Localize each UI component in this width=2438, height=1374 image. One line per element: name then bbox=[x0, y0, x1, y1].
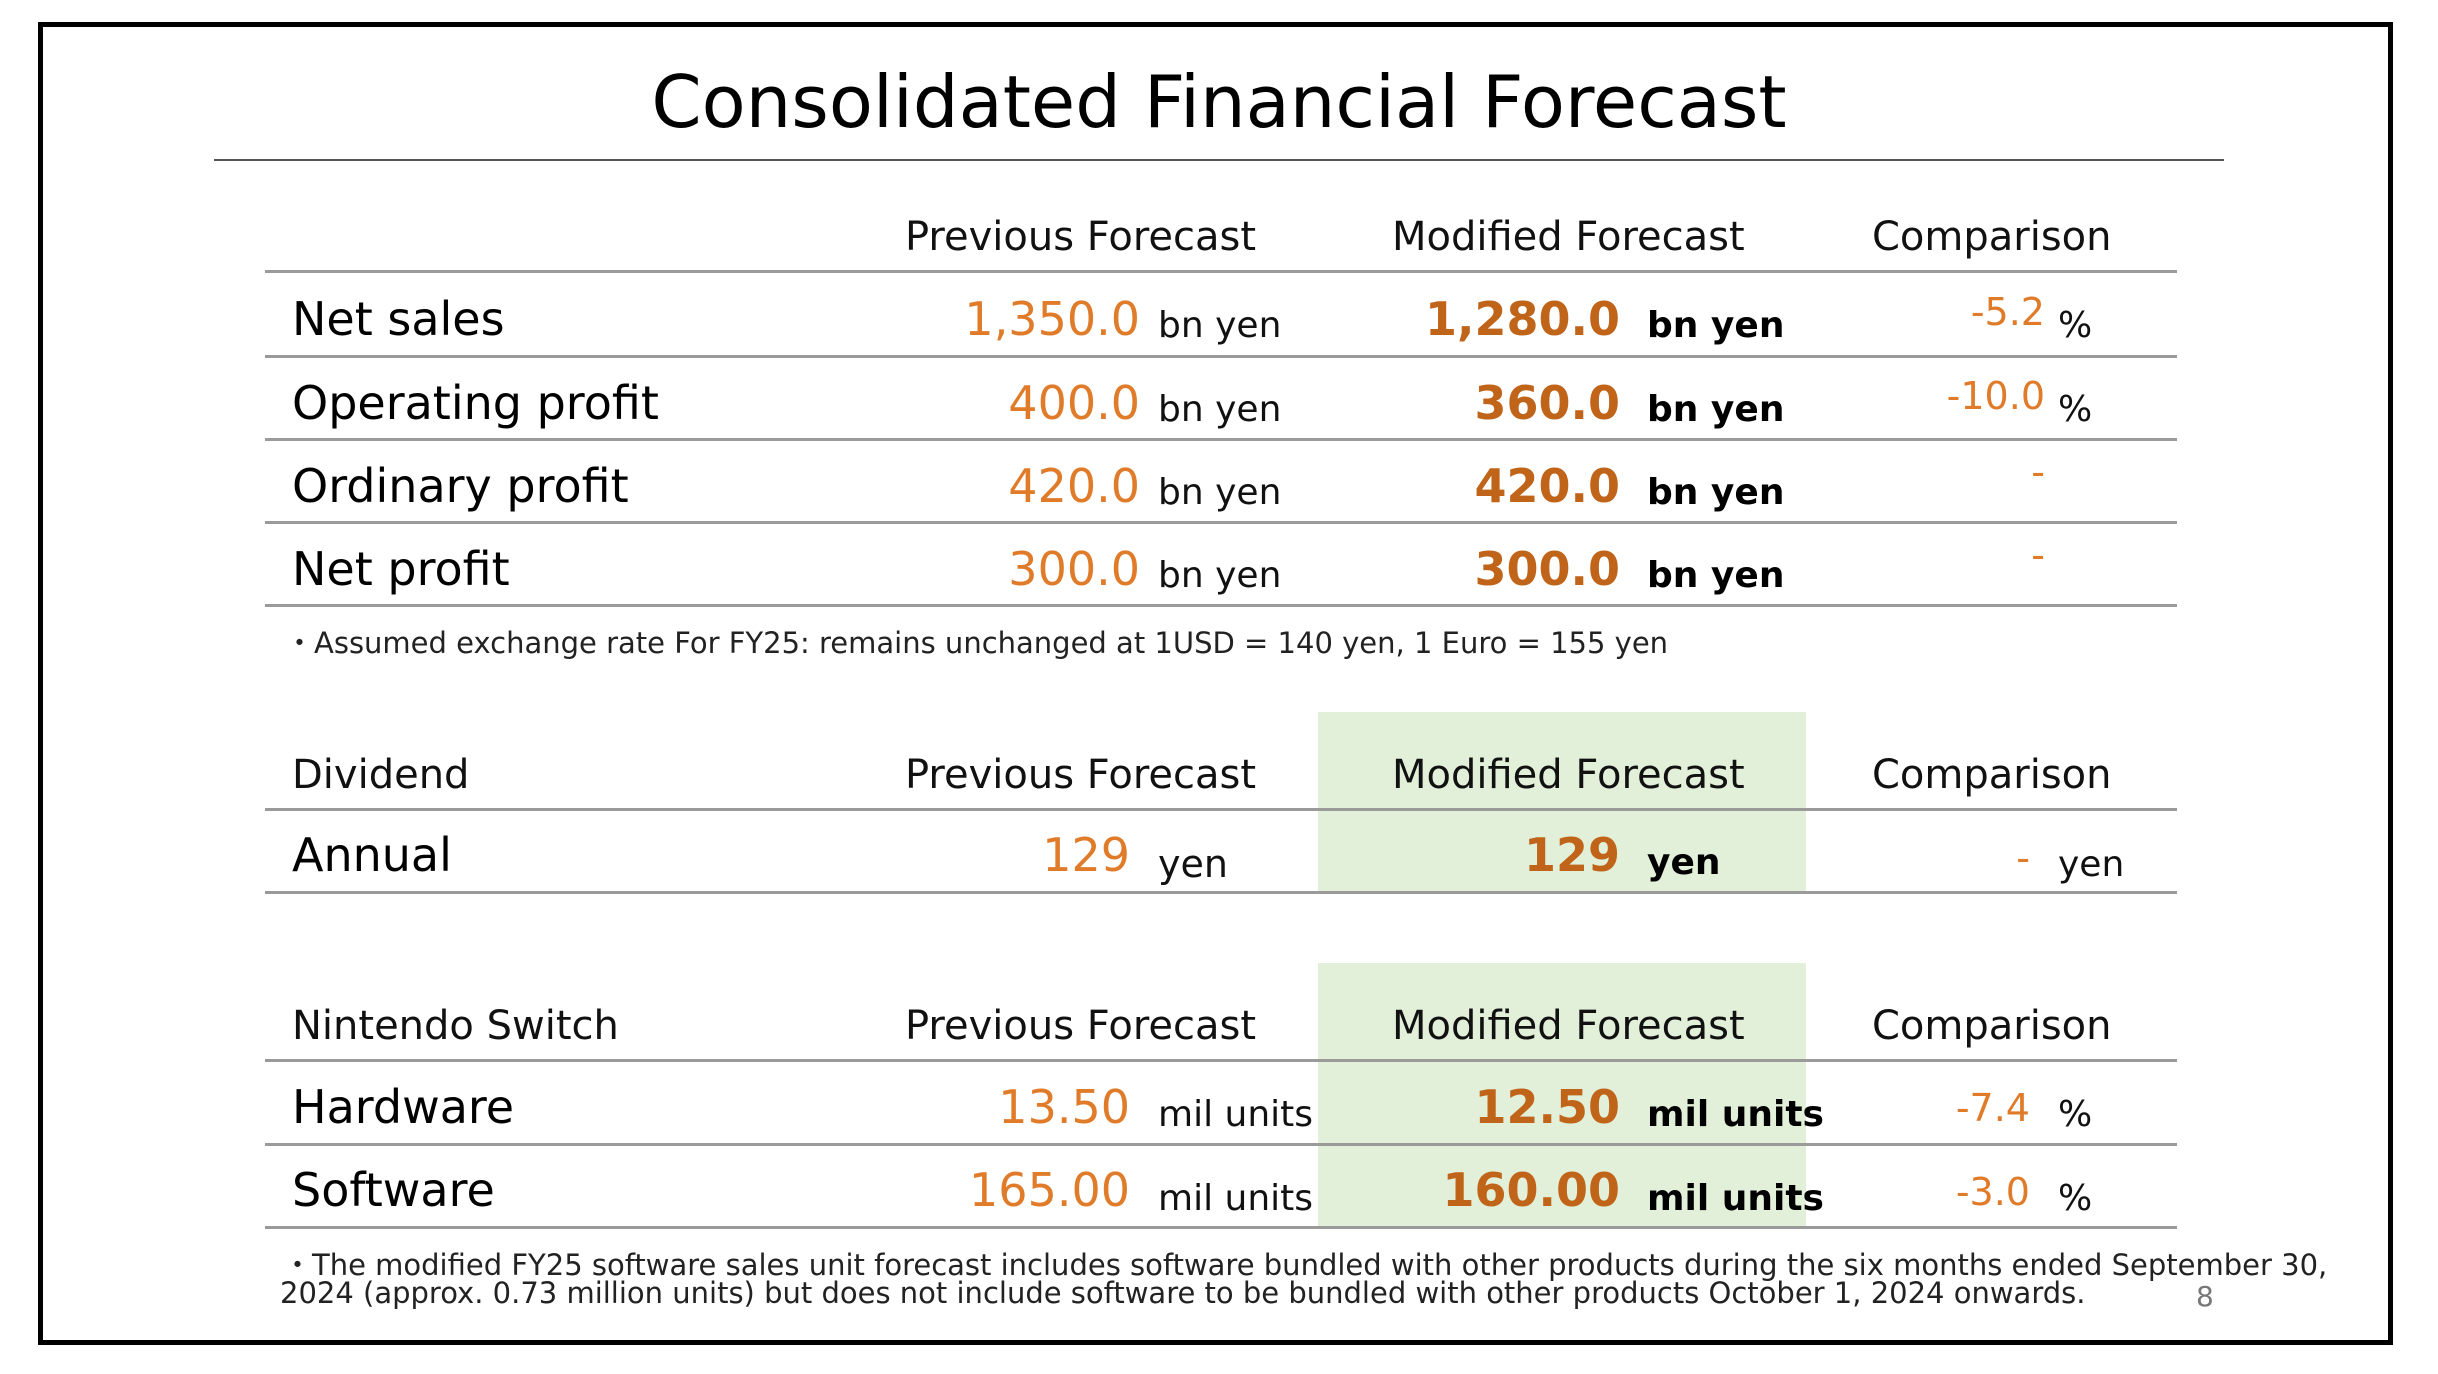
slide-frame bbox=[38, 22, 2393, 1345]
mod-unit: mil units bbox=[1647, 1178, 1824, 1219]
comparison-value: - bbox=[2016, 836, 2030, 880]
row-rule bbox=[265, 1226, 2177, 1229]
modified-highlight bbox=[1318, 963, 1806, 1228]
software-note-line-2: 2024 (approx. 0.73 million units) but do… bbox=[280, 1276, 2086, 1310]
prev-unit: bn yen bbox=[1158, 472, 1282, 513]
row-rule bbox=[265, 438, 2177, 441]
mod-value: 129 bbox=[1523, 828, 1620, 882]
forecast-rule bbox=[265, 270, 2177, 273]
mod-value: 300.0 bbox=[1474, 542, 1620, 596]
comparison-unit: % bbox=[2058, 389, 2093, 430]
prev-value: 400.0 bbox=[1008, 376, 1140, 430]
software-note-line-1: ・The modified FY25 software sales unit f… bbox=[283, 1248, 2328, 1282]
row-rule bbox=[265, 521, 2177, 524]
forecast-header-comparison: Comparison bbox=[1872, 214, 2112, 260]
row-label: Software bbox=[292, 1163, 495, 1217]
dividend-header-previous: Previous Forecast bbox=[905, 752, 1257, 798]
prev-unit: bn yen bbox=[1158, 555, 1282, 596]
comparison-unit: yen bbox=[2058, 844, 2125, 885]
prev-value: 420.0 bbox=[1008, 459, 1140, 513]
page-title: Consolidated Financial Forecast bbox=[651, 60, 1787, 144]
comparison-value: -5.2 bbox=[1970, 290, 2045, 334]
prev-unit: yen bbox=[1158, 842, 1228, 886]
comparison-unit: % bbox=[2058, 1178, 2093, 1219]
switch-header-label: Nintendo Switch bbox=[292, 1003, 619, 1049]
mod-unit: bn yen bbox=[1647, 389, 1785, 430]
prev-unit: mil units bbox=[1158, 1094, 1314, 1135]
switch-header-comparison: Comparison bbox=[1872, 1003, 2112, 1049]
mod-unit: bn yen bbox=[1647, 555, 1785, 596]
comparison-value: - bbox=[2031, 450, 2045, 494]
dividend-header-modified: Modified Forecast bbox=[1392, 752, 1745, 798]
row-label: Net sales bbox=[292, 292, 505, 346]
prev-unit: mil units bbox=[1158, 1178, 1314, 1219]
row-label: Hardware bbox=[292, 1080, 515, 1134]
switch-header-modified: Modified Forecast bbox=[1392, 1003, 1745, 1049]
comparison-value: -10.0 bbox=[1946, 374, 2045, 418]
dividend-header-comparison: Comparison bbox=[1872, 752, 2112, 798]
exchange-rate-note: ・Assumed exchange rate For FY25: remains… bbox=[285, 626, 1669, 660]
mod-value: 1,280.0 bbox=[1425, 292, 1620, 346]
prev-value: 13.50 bbox=[998, 1080, 1130, 1134]
mod-value: 12.50 bbox=[1474, 1080, 1620, 1134]
page-number: 8 bbox=[2196, 1280, 2214, 1313]
prev-value: 300.0 bbox=[1008, 542, 1140, 596]
row-label: Annual bbox=[292, 828, 452, 882]
dividend-header-label: Dividend bbox=[292, 752, 470, 798]
dividend-rule bbox=[265, 808, 2177, 811]
row-label: Ordinary profit bbox=[292, 459, 629, 513]
forecast-header-previous: Previous Forecast bbox=[905, 214, 1257, 260]
prev-value: 165.00 bbox=[969, 1163, 1130, 1217]
mod-value: 360.0 bbox=[1474, 376, 1620, 430]
mod-value: 420.0 bbox=[1474, 459, 1620, 513]
prev-unit: bn yen bbox=[1158, 305, 1282, 346]
row-rule bbox=[265, 355, 2177, 358]
row-label: Net profit bbox=[292, 542, 510, 596]
comparison-value: - bbox=[2031, 533, 2045, 577]
comparison-unit: % bbox=[2058, 1094, 2093, 1135]
row-label: Operating profit bbox=[292, 376, 659, 430]
comparison-value: -7.4 bbox=[1955, 1086, 2030, 1130]
row-rule bbox=[265, 604, 2177, 607]
mod-unit: mil units bbox=[1647, 1094, 1824, 1135]
comparison-value: -3.0 bbox=[1955, 1170, 2030, 1214]
mod-value: 160.00 bbox=[1442, 1163, 1620, 1217]
title-divider bbox=[214, 159, 2224, 161]
prev-value: 129 bbox=[1042, 828, 1130, 882]
switch-rule bbox=[265, 1059, 2177, 1062]
prev-unit: bn yen bbox=[1158, 389, 1282, 430]
row-rule bbox=[265, 1143, 2177, 1146]
forecast-header-modified: Modified Forecast bbox=[1392, 214, 1745, 260]
switch-header-previous: Previous Forecast bbox=[905, 1003, 1257, 1049]
mod-unit: bn yen bbox=[1647, 305, 1785, 346]
mod-unit: bn yen bbox=[1647, 472, 1785, 513]
row-rule bbox=[265, 891, 2177, 894]
modified-highlight bbox=[1318, 712, 1806, 892]
prev-value: 1,350.0 bbox=[964, 292, 1140, 346]
mod-unit: yen bbox=[1647, 842, 1721, 883]
comparison-unit: % bbox=[2058, 305, 2093, 346]
